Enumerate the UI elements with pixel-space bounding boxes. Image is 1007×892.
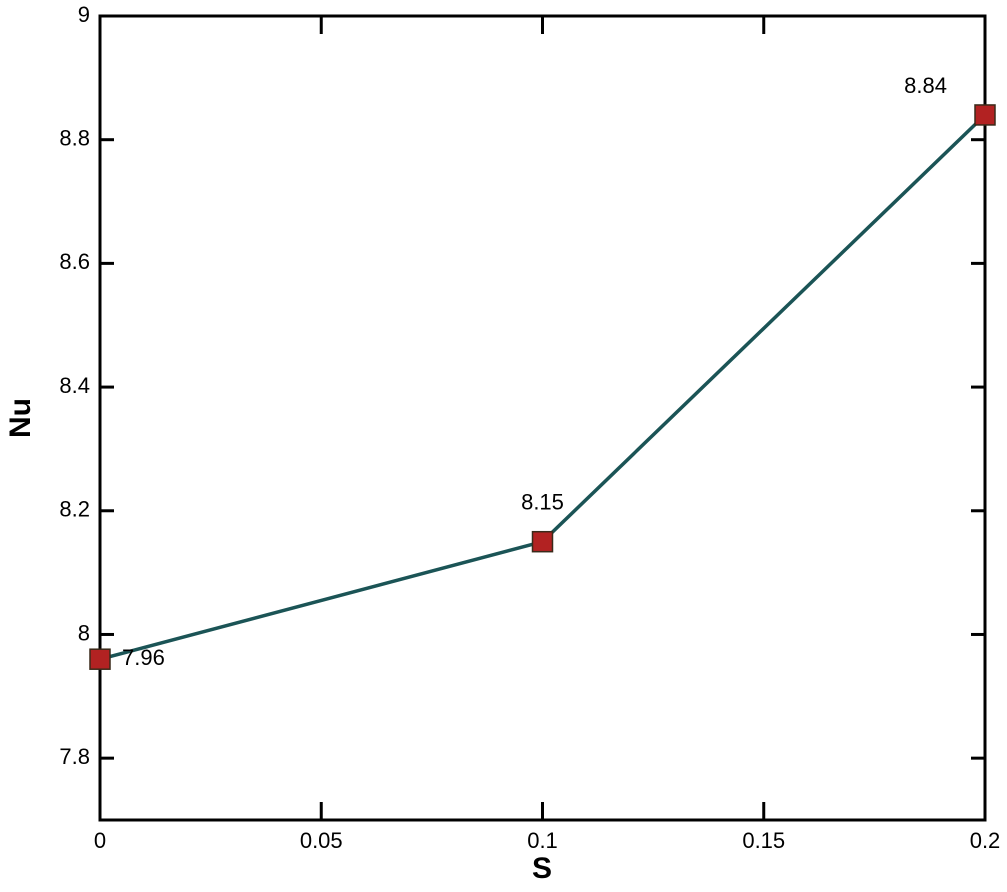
y-tick-label: 7.8	[59, 744, 90, 769]
marker	[531, 530, 554, 553]
plot-frame	[98, 14, 987, 822]
y-tick-label: 8.6	[59, 249, 90, 274]
y-tick-label: 9	[78, 2, 90, 27]
marker	[89, 648, 111, 670]
data-label: 8.84	[904, 73, 947, 98]
y-tick-label: 8	[78, 620, 90, 645]
x-tick-label: 0	[94, 828, 106, 853]
data-line	[99, 113, 987, 661]
data-label: 7.96	[122, 645, 165, 670]
x-tick-label: 0.1	[527, 828, 558, 853]
x-tick-label: 0.2	[970, 828, 1001, 853]
data-label: 8.15	[521, 490, 564, 515]
y-axis-title: Nu	[4, 398, 37, 438]
x-tick-label: 0.05	[300, 828, 343, 853]
marker	[974, 104, 996, 126]
x-axis-title: S	[532, 852, 552, 885]
y-tick-label: 8.2	[59, 497, 90, 522]
y-tick-label: 8.4	[59, 373, 90, 398]
y-tick-label: 8.8	[59, 126, 90, 151]
x-tick-label: 0.15	[742, 828, 785, 853]
